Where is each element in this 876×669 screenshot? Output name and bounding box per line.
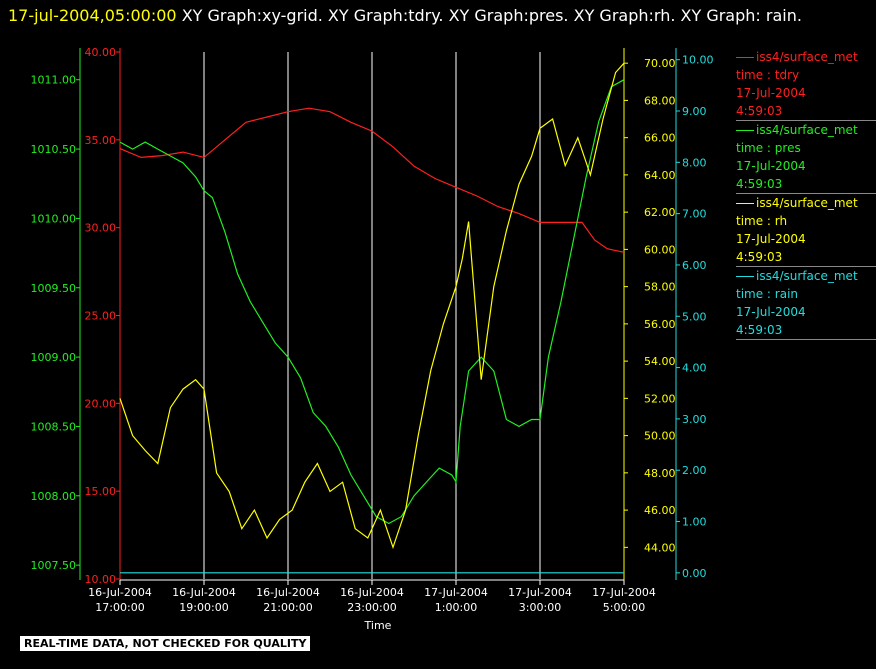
legend-series-name: iss4/surface_met xyxy=(756,50,858,64)
pres-tick-label: 1011.00 xyxy=(31,74,77,87)
disclaimer-banner: REAL-TIME DATA, NOT CHECKED FOR QUALITY xyxy=(20,636,311,651)
grid-layer xyxy=(203,52,541,579)
tdry-tick-label: 40.00 xyxy=(85,46,117,59)
rh-tick-label: 70.00 xyxy=(644,57,676,70)
legend-date: 17-Jul-2004 xyxy=(736,86,806,100)
rain-tick-label: 10.00 xyxy=(682,54,714,67)
legend-date: 17-Jul-2004 xyxy=(736,305,806,319)
rh-tick-label: 62.00 xyxy=(644,206,676,219)
legend-field: time : tdry xyxy=(736,68,800,82)
rain-tick-label: 4.00 xyxy=(682,362,707,375)
x-tick-label-time: 5:00:00 xyxy=(603,601,645,614)
pres-tick-label: 1008.00 xyxy=(31,490,77,503)
rh-tick-label: 56.00 xyxy=(644,318,676,331)
x-tick-label-date: 16-Jul-2004 xyxy=(340,586,404,599)
legend-series-name: iss4/surface_met xyxy=(756,269,858,283)
legend-line-swatch xyxy=(736,56,754,58)
x-tick-label-date: 17-Jul-2004 xyxy=(508,586,572,599)
tdry-tick-label: 30.00 xyxy=(85,222,117,235)
x-tick-label-time: 1:00:00 xyxy=(435,601,477,614)
rain-tick-label: 6.00 xyxy=(682,259,707,272)
rain-tick-label: 5.00 xyxy=(682,310,707,323)
rh-tick-label: 58.00 xyxy=(644,281,676,294)
x-tick-label-time: 23:00:00 xyxy=(347,601,396,614)
legend-field: time : pres xyxy=(736,141,801,155)
rh-series-line xyxy=(119,62,625,550)
rh-tick-label: 52.00 xyxy=(644,392,676,405)
rh-tick-label: 68.00 xyxy=(644,94,676,107)
legend-series-name: iss4/surface_met xyxy=(756,123,858,137)
x-axis-layer: 16-Jul-2004 17:00:00 16-Jul-2004 19:00:00 16… xyxy=(88,579,656,632)
rh-tick-label: 66.00 xyxy=(644,132,676,145)
tdry-tick-label: 20.00 xyxy=(85,397,117,410)
rain-tick-label: 2.00 xyxy=(682,464,707,477)
x-tick-label-time: 19:00:00 xyxy=(179,601,228,614)
legend-date: 17-Jul-2004 xyxy=(736,159,806,173)
rh-tick-label: 50.00 xyxy=(644,430,676,443)
legend-time: 4:59:03 xyxy=(736,250,783,264)
legend-field: time : rain xyxy=(736,287,799,301)
x-tick-label-date: 17-Jul-2004 xyxy=(592,586,656,599)
rain-tick-label: 7.00 xyxy=(682,208,707,221)
pres-tick-label: 1009.00 xyxy=(31,351,77,364)
tdry-series-line xyxy=(119,107,625,253)
chart-title: 17-jul-2004,05:00:00 XY Graph:xy-grid. X… xyxy=(8,2,868,30)
pres-tick-label: 1008.50 xyxy=(31,420,77,433)
legend-line-swatch xyxy=(736,202,754,204)
legend-time: 4:59:03 xyxy=(736,177,783,191)
pres-tick-label: 1007.50 xyxy=(31,559,77,572)
legend-field: time : rh xyxy=(736,214,788,228)
legend-date: 17-Jul-2004 xyxy=(736,232,806,246)
x-tick-label-time: 17:00:00 xyxy=(95,601,144,614)
tdry-tick-label: 35.00 xyxy=(85,134,117,147)
tdry-tick-label: 15.00 xyxy=(85,485,117,498)
x-tick-label-time: 3:00:00 xyxy=(519,601,561,614)
rain-tick-label: 8.00 xyxy=(682,156,707,169)
rh-tick-label: 64.00 xyxy=(644,169,676,182)
legend-line-swatch xyxy=(736,275,754,277)
tdry-tick-label: 25.00 xyxy=(85,310,117,323)
legend-time: 4:59:03 xyxy=(736,323,783,337)
x-tick-label-date: 16-Jul-2004 xyxy=(256,586,320,599)
rh-tick-label: 44.00 xyxy=(644,541,676,554)
legend-line-swatch xyxy=(736,129,754,131)
rh-tick-label: 60.00 xyxy=(644,243,676,256)
legend-series-name: iss4/surface_met xyxy=(756,196,858,210)
axis-layer: 1007.50 1008.00 1008.50 1009.00 1009.50 1010.… xyxy=(31,46,714,586)
rain-tick-label: 3.00 xyxy=(682,413,707,426)
pres-tick-label: 1010.00 xyxy=(31,212,77,225)
x-tick-label-date: 16-Jul-2004 xyxy=(172,586,236,599)
rain-tick-label: 9.00 xyxy=(682,105,707,118)
pres-tick-label: 1009.50 xyxy=(31,282,77,295)
rh-tick-label: 54.00 xyxy=(644,355,676,368)
legend: iss4/surface_met time : tdry 17-Jul-2004 4:… xyxy=(736,48,876,340)
rain-tick-label: 1.00 xyxy=(682,516,707,529)
rh-tick-label: 46.00 xyxy=(644,504,676,517)
rain-tick-label: 0.00 xyxy=(682,567,707,580)
rh-tick-label: 48.00 xyxy=(644,467,676,480)
x-tick-label-date: 17-Jul-2004 xyxy=(424,586,488,599)
chart-graph-list: XY Graph:xy-grid. XY Graph:tdry. XY Grap… xyxy=(176,6,802,25)
chart-timestamp: 17-jul-2004,05:00:00 xyxy=(8,6,177,25)
tdry-tick-label: 10.00 xyxy=(85,573,117,586)
series-layer xyxy=(119,62,625,574)
legend-time: 4:59:03 xyxy=(736,104,783,118)
pres-series-line xyxy=(119,79,625,525)
x-tick-label-date: 16-Jul-2004 xyxy=(88,586,152,599)
x-axis-title: Time xyxy=(364,619,392,632)
x-tick-label-time: 21:00:00 xyxy=(263,601,312,614)
pres-tick-label: 1010.50 xyxy=(31,143,77,156)
